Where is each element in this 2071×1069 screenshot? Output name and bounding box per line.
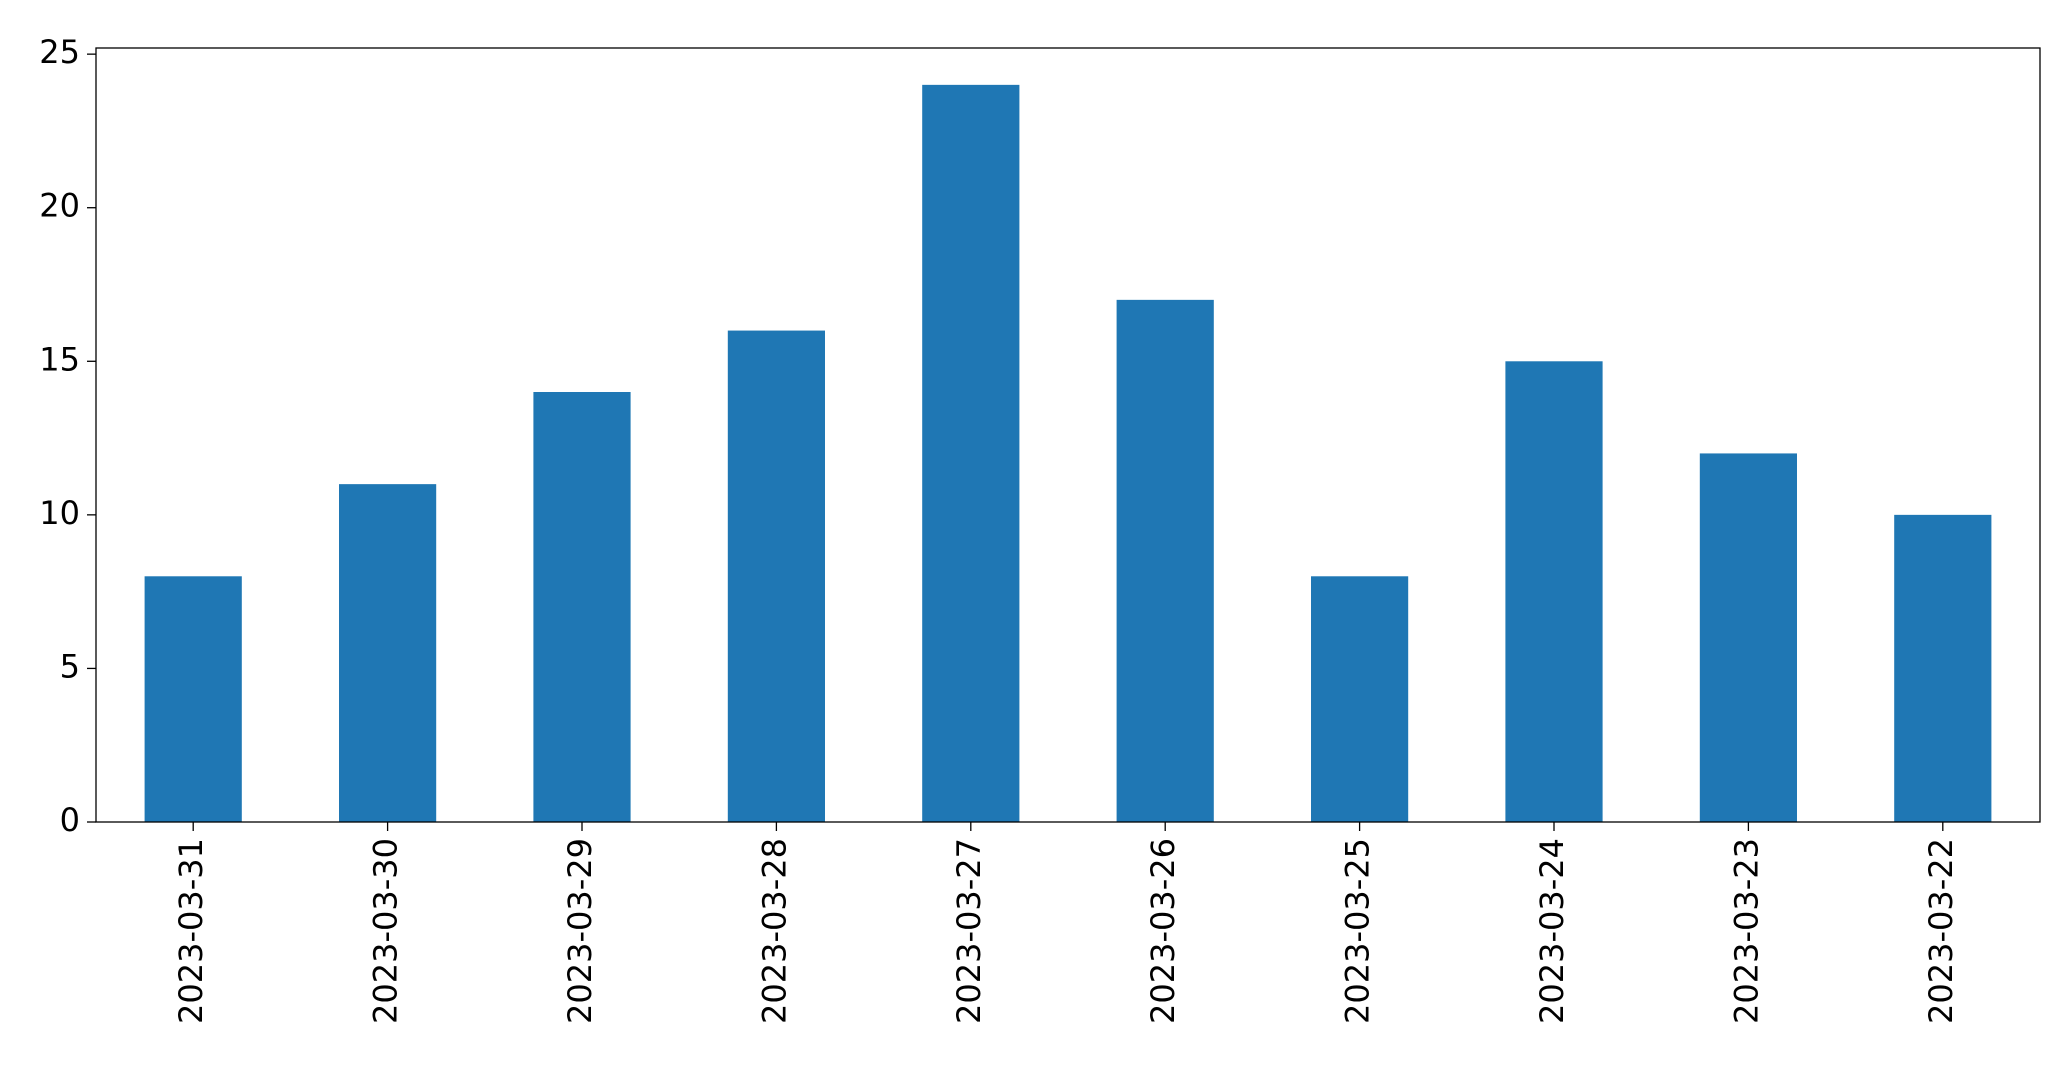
x-tick-label: 2023-03-27 [950, 838, 988, 1024]
bar [1116, 299, 1214, 822]
y-tick-label: 20 [39, 187, 80, 225]
y-tick-label: 25 [39, 33, 80, 71]
x-tick-label: 2023-03-26 [1144, 838, 1182, 1024]
bar [727, 330, 825, 822]
bar [1311, 576, 1409, 822]
y-tick-label: 0 [60, 801, 80, 839]
bar [1699, 453, 1797, 822]
x-tick-label: 2023-03-31 [172, 838, 210, 1024]
bar [533, 392, 631, 822]
bar [339, 484, 437, 822]
bar [1505, 361, 1603, 822]
y-tick-label: 5 [60, 647, 80, 685]
y-tick-label: 15 [39, 340, 80, 378]
x-tick-label: 2023-03-22 [1922, 838, 1960, 1024]
x-tick-label: 2023-03-24 [1533, 838, 1571, 1024]
bar [922, 84, 1020, 823]
x-tick-label: 2023-03-29 [561, 838, 599, 1024]
y-tick-label: 10 [39, 494, 80, 532]
plot-frame [95, 47, 2041, 823]
x-tick-label: 2023-03-28 [755, 838, 793, 1024]
bar [144, 576, 242, 822]
x-tick-label: 2023-03-25 [1339, 838, 1377, 1024]
bar [1894, 514, 1992, 822]
x-tick-label: 2023-03-23 [1727, 838, 1765, 1024]
x-tick-label: 2023-03-30 [367, 838, 405, 1024]
